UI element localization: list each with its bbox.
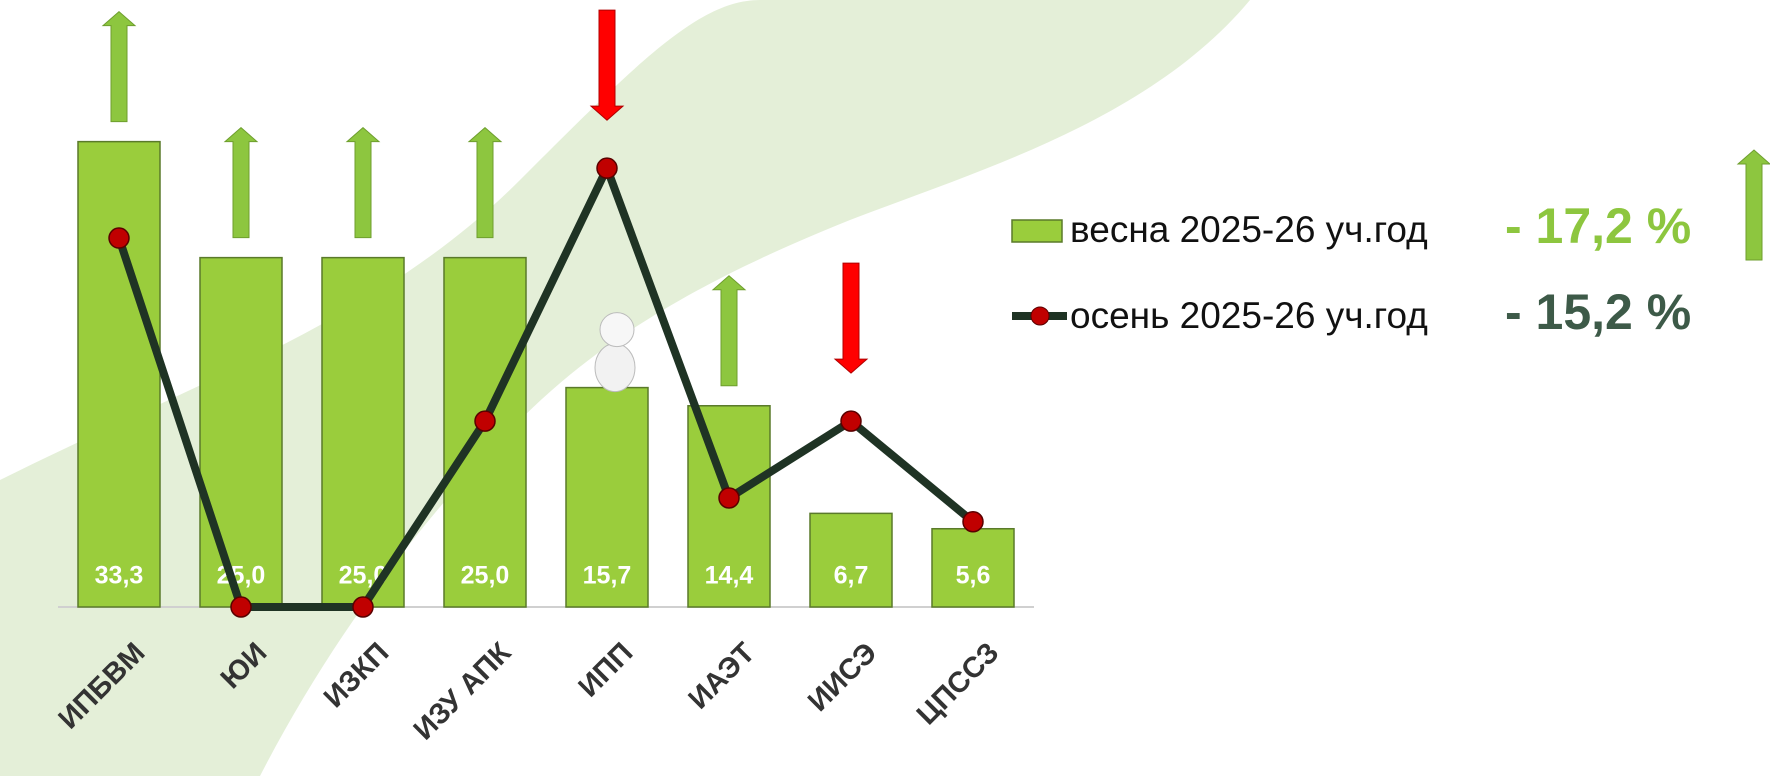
trend-arrow bbox=[711, 275, 747, 387]
x-tick-label: ИЗУ АПК bbox=[408, 637, 518, 747]
background-shape bbox=[0, 0, 1250, 776]
line-marker bbox=[718, 487, 740, 509]
bar bbox=[199, 256, 283, 608]
line-marker bbox=[596, 157, 618, 179]
bar bbox=[321, 256, 405, 608]
line-marker bbox=[352, 596, 374, 618]
trend-arrow bbox=[223, 126, 259, 239]
bar bbox=[77, 140, 161, 608]
figure-head bbox=[599, 312, 635, 348]
line-marker bbox=[962, 511, 984, 533]
line-marker bbox=[840, 410, 862, 432]
trend-arrow bbox=[589, 9, 625, 121]
line-marker bbox=[230, 596, 252, 618]
legend-total: - 15,2 % bbox=[1505, 284, 1691, 340]
trend-arrow bbox=[833, 262, 869, 374]
line-marker bbox=[474, 410, 496, 432]
legend-marker bbox=[1030, 306, 1050, 326]
legend-label: осень 2025-26 уч.год bbox=[1070, 295, 1428, 336]
legend-label: весна 2025-26 уч.год bbox=[1070, 209, 1428, 250]
legend-total: - 17,2 % bbox=[1505, 198, 1691, 254]
trend-arrow bbox=[345, 126, 381, 239]
trend-arrow bbox=[101, 10, 137, 123]
x-tick-label: ИАЭТ bbox=[683, 637, 762, 716]
data-label: 25,0 bbox=[461, 562, 510, 590]
x-tick-label: ИИСЭ bbox=[802, 637, 883, 718]
bar bbox=[443, 256, 527, 608]
legend-arrow bbox=[1736, 149, 1770, 261]
x-tick-label: ЦПССЗ bbox=[911, 637, 1006, 732]
trend-arrow bbox=[467, 126, 503, 239]
data-label: 33,3 bbox=[95, 562, 144, 590]
line-marker bbox=[108, 227, 130, 249]
bar bbox=[687, 405, 771, 608]
figure-body bbox=[594, 343, 636, 393]
line bbox=[115, 164, 976, 611]
x-tick-label: ИПП bbox=[573, 637, 640, 704]
data-label: 14,4 bbox=[705, 562, 754, 590]
legend-swatch bbox=[1011, 219, 1063, 243]
data-label: 5,6 bbox=[956, 562, 991, 590]
bar bbox=[809, 512, 893, 608]
data-label: 15,7 bbox=[583, 562, 632, 590]
figure-icon bbox=[594, 312, 636, 393]
data-label: 6,7 bbox=[834, 562, 869, 590]
